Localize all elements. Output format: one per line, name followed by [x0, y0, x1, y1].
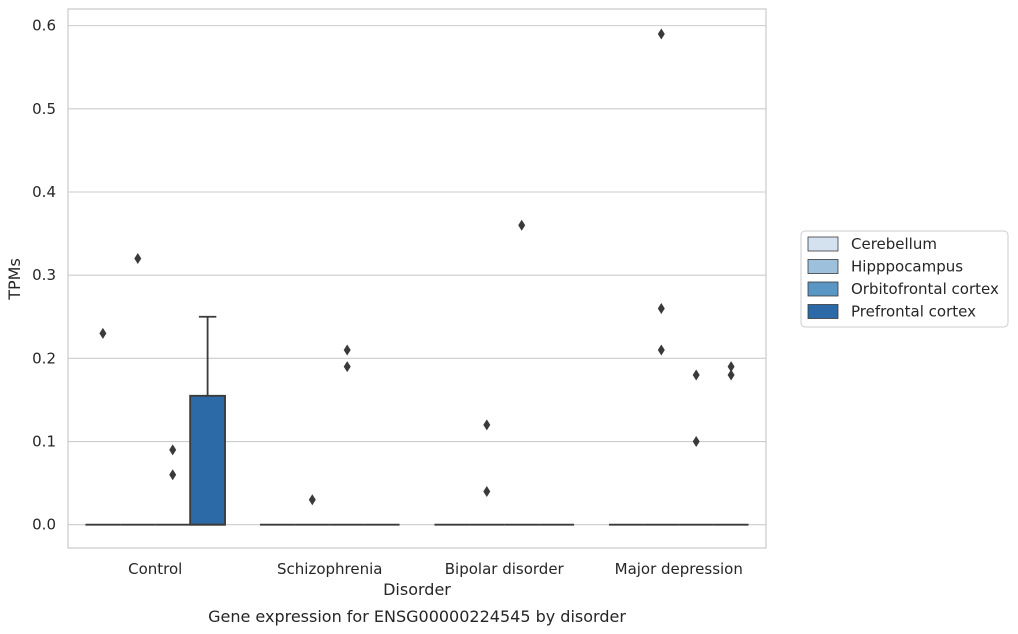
legend: Cerebellum Hipppocampus Orbitofrontal cort… — [800, 230, 1009, 328]
y-tick-label: 0.4 — [32, 183, 56, 201]
outlier-point — [657, 302, 665, 314]
legend-swatch — [807, 281, 839, 297]
box-group — [85, 327, 121, 526]
outlier-point — [99, 327, 107, 339]
legend-label: Orbitofrontal cortex — [851, 280, 999, 298]
x-tick-label: Major depression — [615, 560, 743, 578]
x-axis-label: Disorder — [383, 580, 451, 599]
box-group — [678, 369, 714, 526]
outlier-point — [727, 369, 735, 381]
gridlines — [68, 25, 766, 526]
y-axis-label: TPMs — [5, 258, 24, 301]
legend-swatch — [807, 304, 839, 319]
y-tick-label: 0.0 — [32, 516, 56, 534]
outlier-point — [169, 469, 177, 481]
y-tick-label: 0.6 — [32, 17, 56, 35]
y-axis-ticks: 0.0 0.1 0.2 0.3 0.4 0.5 0.6 — [32, 17, 56, 534]
legend-swatch — [807, 236, 839, 252]
legend-label: Prefrontal cortex — [851, 303, 976, 321]
y-tick-label: 0.3 — [32, 266, 56, 284]
x-tick-label: Schizophrenia — [277, 560, 382, 578]
outlier-point — [483, 485, 491, 497]
box-group — [189, 315, 226, 526]
x-tick-label: Control — [128, 560, 182, 578]
outlier-point — [692, 369, 700, 381]
y-tick-label: 0.5 — [32, 100, 56, 118]
box-group — [504, 219, 540, 526]
outlier-point — [657, 344, 665, 356]
chart-caption: Gene expression for ENSG00000224545 by d… — [208, 607, 626, 626]
y-tick-label: 0.1 — [32, 433, 56, 451]
outlier-point — [134, 253, 142, 265]
y-tick-label: 0.2 — [32, 349, 56, 367]
box-group — [294, 494, 330, 526]
outlier-point — [343, 361, 351, 373]
outlier-point — [692, 436, 700, 448]
outlier-point — [308, 494, 316, 506]
outlier-point — [343, 344, 351, 356]
box-group — [155, 444, 191, 526]
legend-swatch — [807, 259, 839, 274]
box-marks — [85, 28, 749, 526]
box-group — [469, 419, 505, 526]
outlier-point — [169, 444, 177, 456]
box-group — [643, 28, 679, 526]
outlier-point — [657, 28, 665, 40]
legend-label: Hipppocampus — [851, 258, 963, 276]
box-group — [329, 344, 365, 526]
outlier-point — [727, 361, 735, 373]
box-group — [713, 361, 749, 526]
legend-frame — [800, 230, 1009, 328]
x-tick-label: Bipolar disorder — [445, 560, 565, 578]
outlier-point — [483, 419, 491, 431]
x-axis-ticks: Control Schizophrenia Bipolar disorder Majo… — [128, 560, 743, 578]
legend-label: Cerebellum — [851, 235, 937, 253]
box-group — [120, 253, 156, 526]
outlier-point — [518, 219, 526, 231]
box — [189, 394, 226, 526]
plot-area-frame — [67, 8, 767, 549]
